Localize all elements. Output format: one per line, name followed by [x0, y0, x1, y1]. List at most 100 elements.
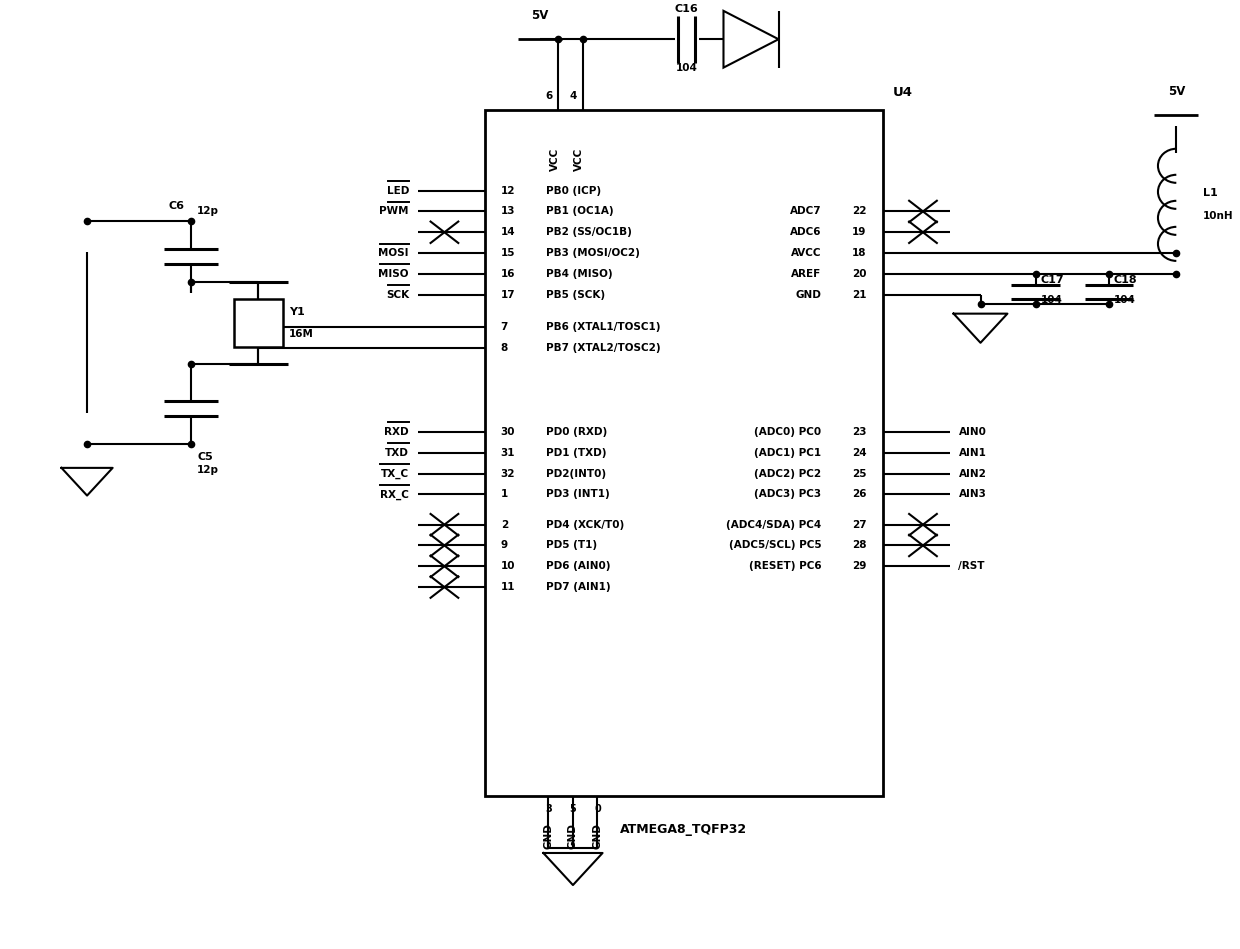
Text: (ADC4/SDA) PC4: (ADC4/SDA) PC4 [727, 520, 821, 530]
Text: 22: 22 [852, 207, 867, 216]
Text: AIN0: AIN0 [959, 427, 986, 437]
Text: 19: 19 [852, 227, 867, 237]
Text: 104: 104 [1114, 295, 1136, 306]
Text: AVCC: AVCC [791, 248, 821, 258]
Text: C18: C18 [1114, 274, 1137, 285]
Text: (ADC1) PC1: (ADC1) PC1 [754, 448, 821, 457]
Text: ATMEGA8_TQFP32: ATMEGA8_TQFP32 [620, 823, 748, 836]
Text: PB4 (MISO): PB4 (MISO) [546, 269, 613, 279]
Text: 21: 21 [852, 289, 867, 300]
Text: 27: 27 [852, 520, 867, 530]
Text: 20: 20 [852, 269, 867, 279]
Text: 11: 11 [501, 582, 516, 592]
Text: 29: 29 [852, 561, 867, 571]
Text: 13: 13 [501, 207, 516, 216]
Text: 12: 12 [501, 186, 516, 195]
Text: 9: 9 [501, 541, 508, 550]
Text: GND: GND [593, 823, 603, 848]
Text: LED: LED [387, 186, 409, 195]
Text: PB7 (XTAL2/TOSC2): PB7 (XTAL2/TOSC2) [546, 343, 661, 353]
Text: RXD: RXD [384, 427, 409, 437]
Text: TX_C: TX_C [381, 469, 409, 478]
Text: (RESET) PC6: (RESET) PC6 [749, 561, 821, 571]
Text: GND: GND [543, 823, 553, 848]
Text: PB1 (OC1A): PB1 (OC1A) [546, 207, 614, 216]
Text: RX_C: RX_C [381, 490, 409, 499]
Text: MOSI: MOSI [378, 248, 409, 258]
Text: PD1 (TXD): PD1 (TXD) [546, 448, 606, 457]
Text: AIN1: AIN1 [959, 448, 986, 457]
Bar [234, 300, 283, 346]
Text: 15: 15 [501, 248, 516, 258]
Text: 16M: 16M [289, 329, 314, 340]
Text: C5: C5 [197, 452, 213, 462]
Text: /RST: /RST [959, 561, 985, 571]
Text: TXD: TXD [386, 448, 409, 457]
Text: 18: 18 [852, 248, 867, 258]
Text: C6: C6 [169, 201, 185, 212]
Text: 104: 104 [1040, 295, 1063, 306]
Text: 23: 23 [852, 427, 867, 437]
Text: 32: 32 [501, 469, 516, 478]
Text: (ADC0) PC0: (ADC0) PC0 [754, 427, 821, 437]
Text: 30: 30 [501, 427, 516, 437]
Text: C16: C16 [675, 4, 698, 14]
Text: PD4 (XCK/T0): PD4 (XCK/T0) [546, 520, 624, 530]
Text: 8: 8 [501, 343, 508, 353]
Text: 3: 3 [546, 804, 552, 814]
Text: 5V: 5V [1168, 84, 1185, 98]
Text: 5: 5 [569, 804, 577, 814]
Text: 25: 25 [852, 469, 867, 478]
Text: 7: 7 [501, 322, 508, 332]
Text: PD2(INT0): PD2(INT0) [546, 469, 606, 478]
Text: 16: 16 [501, 269, 516, 279]
Text: C17: C17 [1040, 274, 1064, 285]
Text: GND: GND [796, 289, 821, 300]
Text: Y1: Y1 [289, 307, 305, 317]
Text: 17: 17 [501, 289, 516, 300]
Text: (ADC2) PC2: (ADC2) PC2 [754, 469, 821, 478]
Text: PD5 (T1): PD5 (T1) [546, 541, 598, 550]
Text: PB2 (SS/OC1B): PB2 (SS/OC1B) [546, 227, 632, 237]
Text: L1: L1 [1203, 189, 1218, 198]
Text: 1: 1 [501, 490, 508, 499]
Text: 24: 24 [852, 448, 867, 457]
Text: 0: 0 [594, 804, 601, 814]
Bar [485, 110, 883, 796]
Text: 2: 2 [501, 520, 508, 530]
Text: 5V: 5V [531, 9, 548, 22]
Text: VCC: VCC [574, 148, 584, 172]
Text: PB3 (MOSI/OC2): PB3 (MOSI/OC2) [546, 248, 640, 258]
Text: GND: GND [568, 823, 578, 848]
Text: 10: 10 [501, 561, 516, 571]
Text: PB0 (ICP): PB0 (ICP) [546, 186, 601, 195]
Text: (ADC5/SCL) PC5: (ADC5/SCL) PC5 [729, 541, 821, 550]
Text: PD0 (RXD): PD0 (RXD) [546, 427, 608, 437]
Text: 14: 14 [501, 227, 516, 237]
Text: SCK: SCK [386, 289, 409, 300]
Text: ADC7: ADC7 [790, 207, 821, 216]
Text: PD3 (INT1): PD3 (INT1) [546, 490, 610, 499]
Text: 28: 28 [852, 541, 867, 550]
Text: 4: 4 [569, 91, 577, 101]
Text: AREF: AREF [791, 269, 821, 279]
Text: (ADC3) PC3: (ADC3) PC3 [754, 490, 821, 499]
Text: PWM: PWM [379, 207, 409, 216]
Text: PB6 (XTAL1/TOSC1): PB6 (XTAL1/TOSC1) [546, 322, 661, 332]
Text: 12p: 12p [197, 206, 219, 216]
Text: AIN2: AIN2 [959, 469, 986, 478]
Text: 104: 104 [676, 63, 698, 73]
Text: ADC6: ADC6 [790, 227, 821, 237]
Text: MISO: MISO [378, 269, 409, 279]
Text: 31: 31 [501, 448, 516, 457]
Text: PB5 (SCK): PB5 (SCK) [546, 289, 605, 300]
Text: PD6 (AIN0): PD6 (AIN0) [546, 561, 610, 571]
Text: 10nH: 10nH [1203, 212, 1234, 221]
Text: PD7 (AIN1): PD7 (AIN1) [546, 582, 610, 592]
Text: 26: 26 [852, 490, 867, 499]
Text: VCC: VCC [549, 148, 559, 172]
Text: 12p: 12p [197, 465, 219, 475]
Text: 6: 6 [544, 91, 552, 101]
Text: AIN3: AIN3 [959, 490, 986, 499]
Text: U4: U4 [893, 85, 913, 99]
